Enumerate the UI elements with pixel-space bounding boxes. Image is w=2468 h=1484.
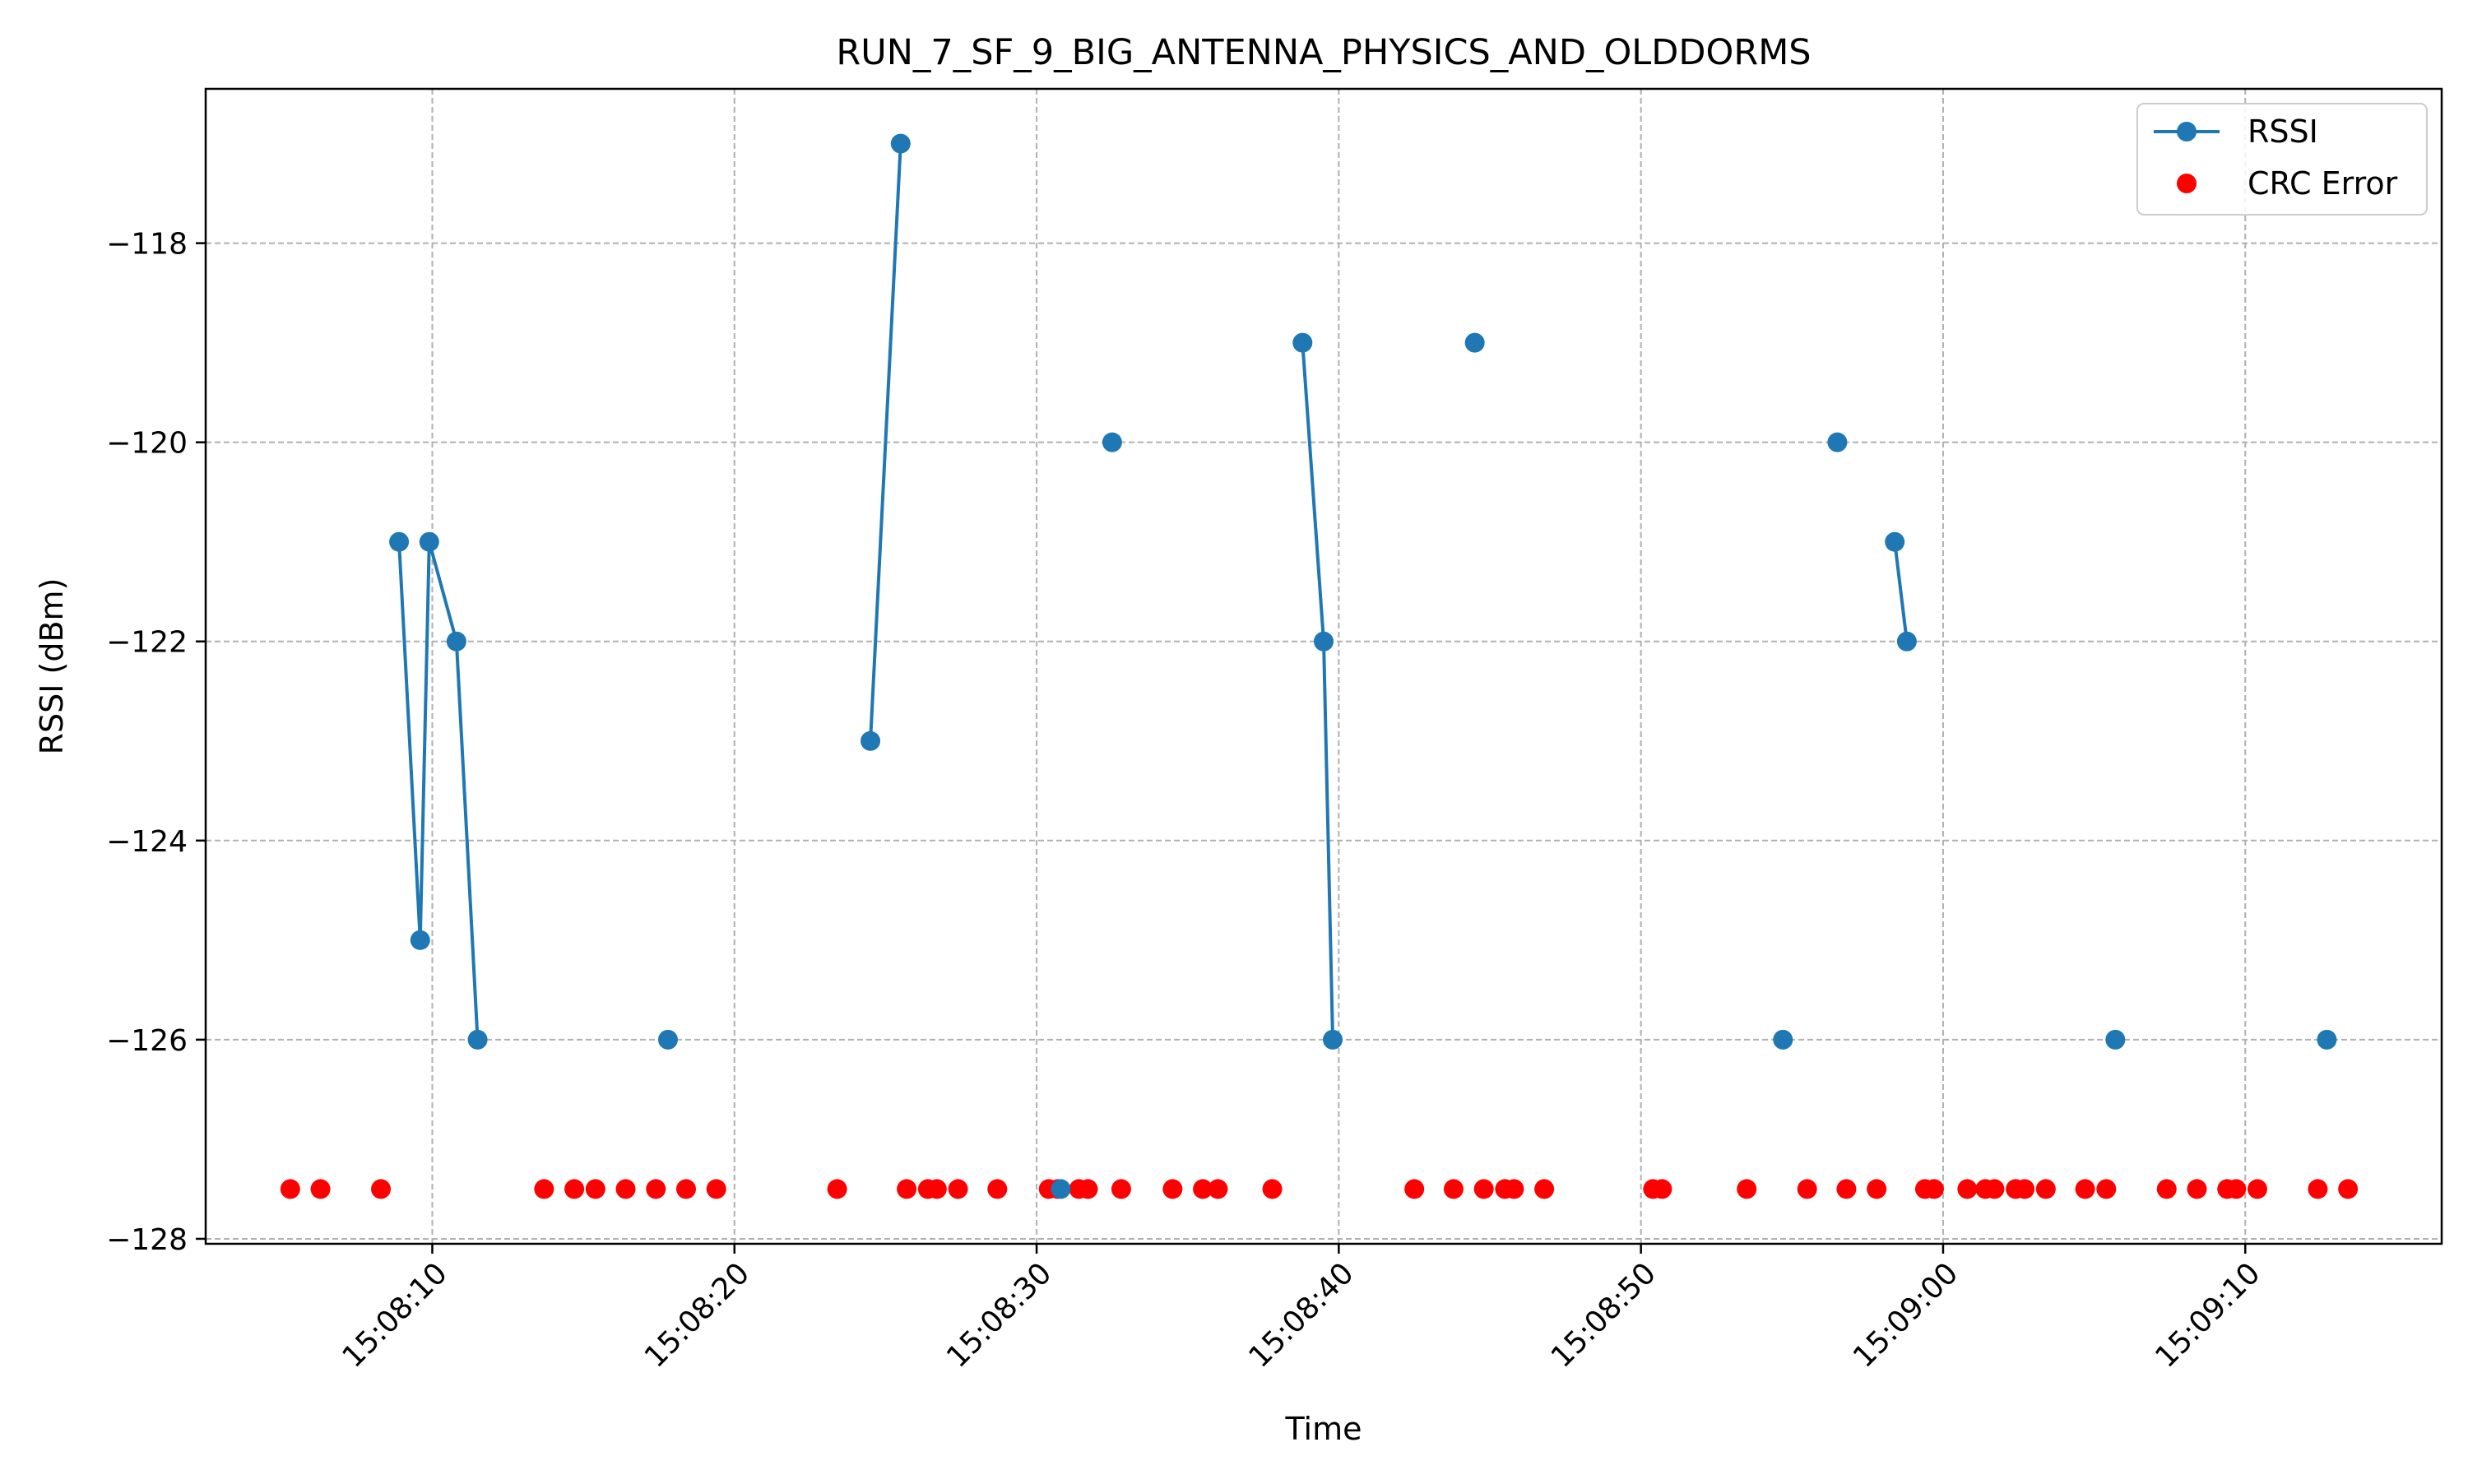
- rssi-line-segment: [1893, 541, 1909, 642]
- crc-error-point: [2156, 1179, 2177, 1199]
- rssi-point: [1773, 1029, 1793, 1050]
- crc-error-point: [1443, 1179, 1464, 1199]
- axes-frame: [204, 87, 2443, 1245]
- crc-error-point: [2075, 1179, 2095, 1199]
- rssi-point: [2105, 1029, 2126, 1050]
- rssi-point: [1323, 1029, 1343, 1050]
- crc-error-point: [706, 1179, 726, 1199]
- y-tick-label: −122: [106, 626, 188, 660]
- crc-error-point: [1737, 1179, 1757, 1199]
- y-tick-label: −124: [106, 825, 188, 859]
- y-tick-label: −128: [106, 1223, 188, 1257]
- crc-error-point: [2187, 1179, 2207, 1199]
- x-axis-label: Time: [1285, 1411, 1362, 1447]
- crc-error-point: [1867, 1179, 1887, 1199]
- crc-error-point: [2096, 1179, 2117, 1199]
- y-tick-label: −120: [106, 427, 188, 461]
- rssi-point: [1314, 631, 1334, 652]
- crc-error-point: [534, 1179, 554, 1199]
- crc-error-point: [948, 1179, 968, 1199]
- crc-error-point: [1111, 1179, 1131, 1199]
- crc-error-point: [1078, 1179, 1098, 1199]
- crc-error-point: [2308, 1179, 2328, 1199]
- rssi-point: [1827, 432, 1848, 452]
- crc-error-point: [1504, 1179, 1524, 1199]
- rssi-point: [410, 930, 430, 950]
- crc-error-point: [1797, 1179, 1817, 1199]
- rssi-point: [1464, 332, 1485, 353]
- legend-crc-marker: [2177, 174, 2197, 193]
- crc-error-point: [564, 1179, 585, 1199]
- crc-error-point: [1473, 1179, 1494, 1199]
- rssi-point: [1896, 631, 1917, 652]
- rssi-point: [861, 730, 881, 751]
- y-axis-label: RSSI (dBm): [34, 578, 70, 755]
- rssi-point: [890, 133, 911, 154]
- rssi-point: [419, 531, 439, 552]
- crc-error-point: [371, 1179, 392, 1199]
- y-tick-label: −118: [106, 228, 188, 262]
- rssi-point: [1885, 531, 1905, 552]
- crc-error-point: [2015, 1179, 2035, 1199]
- crc-error-point: [1957, 1179, 1978, 1199]
- rssi-point: [446, 631, 466, 652]
- rssi-point: [657, 1029, 678, 1050]
- crc-error-point: [2226, 1179, 2247, 1199]
- crc-error-point: [646, 1179, 666, 1199]
- chart-title: RUN_7_SF_9_BIG_ANTENNA_PHYSICS_AND_OLDDO…: [836, 32, 1811, 73]
- grid: [206, 89, 2442, 1244]
- legend-crc-label: CRC Error: [2248, 165, 2398, 202]
- crc-error-point: [615, 1179, 636, 1199]
- legend-rssi-marker: [2177, 122, 2197, 141]
- crc-error-point: [585, 1179, 605, 1199]
- crc-error-point: [897, 1179, 917, 1199]
- crc-error-point: [310, 1179, 331, 1199]
- crc-error-point: [1162, 1179, 1183, 1199]
- crc-error-point: [2338, 1179, 2359, 1199]
- rssi-point: [389, 531, 410, 552]
- crc-error-point: [926, 1179, 947, 1199]
- crc-error-point: [1984, 1179, 2005, 1199]
- rssi-point: [467, 1029, 488, 1050]
- y-tick-label: −126: [106, 1024, 188, 1058]
- crc-error-point: [280, 1179, 300, 1199]
- rssi-point: [1051, 1179, 1071, 1199]
- legend: RSSI CRC Error: [2136, 103, 2428, 216]
- crc-error-point: [676, 1179, 697, 1199]
- rssi-point: [1102, 432, 1122, 452]
- rssi-point: [2317, 1029, 2337, 1050]
- legend-rssi-label: RSSI: [2248, 114, 2318, 150]
- crc-error-point: [987, 1179, 1008, 1199]
- crc-error-point: [2035, 1179, 2056, 1199]
- crc-error-point: [1404, 1179, 1425, 1199]
- crc-error-point: [827, 1179, 847, 1199]
- crc-error-point: [1193, 1179, 1213, 1199]
- crc-error-point: [1923, 1179, 1944, 1199]
- rssi-point: [1292, 332, 1313, 353]
- crc-error-point: [1262, 1179, 1283, 1199]
- crc-error-point: [1534, 1179, 1555, 1199]
- crc-error-point: [1836, 1179, 1857, 1199]
- crc-error-point: [2247, 1179, 2267, 1199]
- crc-error-point: [1652, 1179, 1672, 1199]
- plot-area: [280, 133, 2359, 1199]
- crc-error-point: [1208, 1179, 1228, 1199]
- rssi-line-segment: [869, 143, 902, 741]
